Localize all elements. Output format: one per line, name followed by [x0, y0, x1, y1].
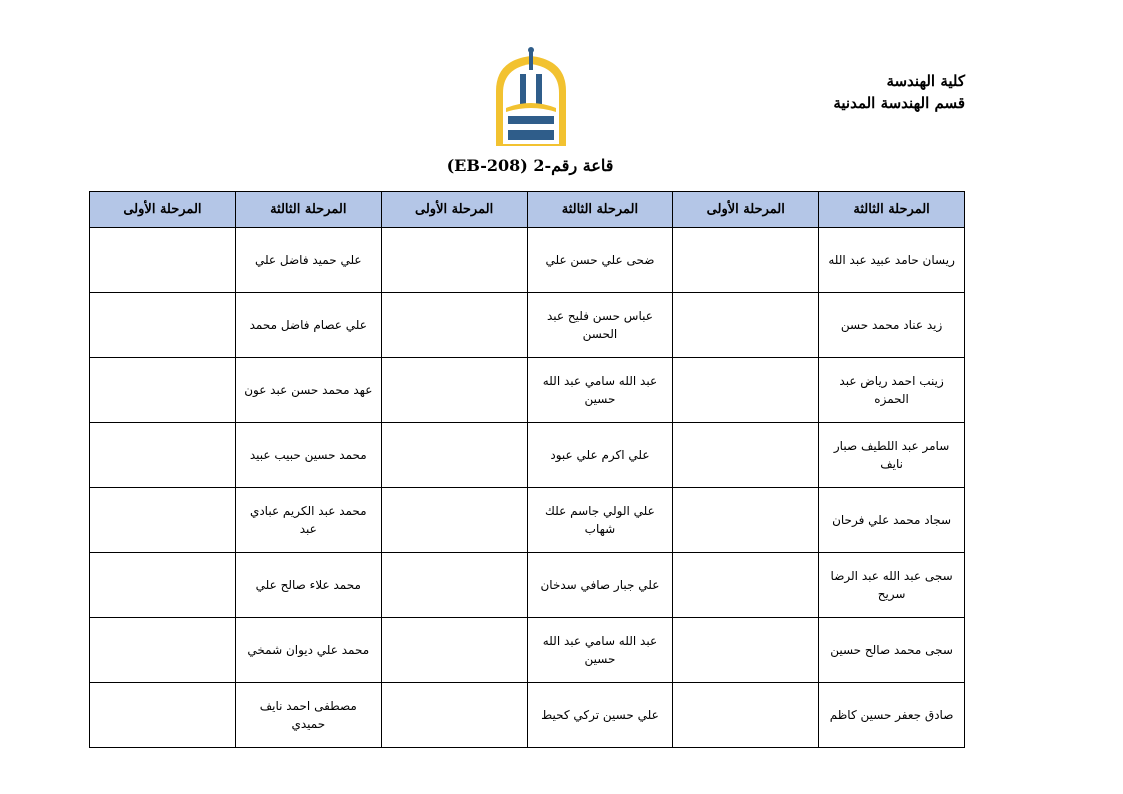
- student-name-cell: محمد حسين حبيب عبيد: [234, 422, 382, 488]
- student-name-cell: [672, 617, 820, 683]
- student-name-cell: علي حميد فاضل علي: [234, 227, 382, 293]
- table-row: سامر عبد اللطيف صبار نايف علي اكرم علي عب…: [89, 422, 965, 488]
- column-header: المرحلة الثالثة: [234, 191, 382, 228]
- student-name-cell: علي جبار صافي سدخان: [526, 552, 674, 618]
- column-header: المرحلة الثالثة: [818, 191, 965, 228]
- table-row: ريسان حامد عبيد عبد الله ضحى علي حسن علي ع…: [89, 227, 965, 293]
- student-name-cell: [380, 357, 528, 423]
- student-name-cell: سجى عبد الله عبد الرضا سريح: [818, 552, 965, 618]
- student-name-cell: زيد عناد محمد حسن: [818, 292, 965, 358]
- student-name-cell: [380, 227, 528, 293]
- student-name-cell: [380, 682, 528, 748]
- student-name-cell: [672, 422, 820, 488]
- hall-title: قاعة رقم-2 (EB-208): [446, 156, 614, 175]
- student-name-cell: علي عصام فاضل محمد: [234, 292, 382, 358]
- student-name-cell: [380, 292, 528, 358]
- student-name-cell: ريسان حامد عبيد عبد الله: [818, 227, 965, 293]
- table-row: سجى عبد الله عبد الرضا سريح علي جبار صافي…: [89, 552, 965, 618]
- student-name-cell: ضحى علي حسن علي: [526, 227, 674, 293]
- student-name-cell: عباس حسن فليح عبد الحسن: [526, 292, 674, 358]
- student-name-cell: [380, 487, 528, 553]
- student-name-cell: محمد عبد الكريم عبادي عبد: [234, 487, 382, 553]
- column-header: المرحلة الثالثة: [526, 191, 674, 228]
- university-logo: [496, 47, 566, 146]
- student-name-cell: عبد الله سامي عبد الله حسين: [526, 617, 674, 683]
- seating-table: المرحلة الثالثة المرحلة الأولى المرحلة الث…: [89, 191, 965, 748]
- student-name-cell: [89, 292, 236, 358]
- column-header: المرحلة الأولى: [672, 191, 820, 228]
- student-name-cell: صادق جعفر حسين كاظم: [818, 682, 965, 748]
- student-name-cell: زينب احمد رياض عبد الحمزه: [818, 357, 965, 423]
- student-name-cell: [89, 682, 236, 748]
- document-header: كلية الهندسة قسم الهندسة المدنية: [833, 70, 965, 114]
- student-name-cell: [672, 682, 820, 748]
- column-header: المرحلة الأولى: [89, 191, 236, 228]
- table-row: زيد عناد محمد حسن عباس حسن فليح عبد الحسن…: [89, 292, 965, 358]
- student-name-cell: مصطفى احمد نايف حميدي: [234, 682, 382, 748]
- student-name-cell: [89, 227, 236, 293]
- student-name-cell: سجاد محمد علي فرحان: [818, 487, 965, 553]
- student-name-cell: محمد علي ديوان شمخي: [234, 617, 382, 683]
- student-name-cell: [672, 487, 820, 553]
- student-name-cell: [380, 422, 528, 488]
- student-name-cell: [380, 552, 528, 618]
- table-header-row: المرحلة الثالثة المرحلة الأولى المرحلة الث…: [89, 191, 965, 228]
- student-name-cell: عهد محمد حسن عبد عون: [234, 357, 382, 423]
- student-name-cell: [89, 357, 236, 423]
- student-name-cell: [672, 227, 820, 293]
- table-row: زينب احمد رياض عبد الحمزه عبد الله سامي ع…: [89, 357, 965, 423]
- student-name-cell: سامر عبد اللطيف صبار نايف: [818, 422, 965, 488]
- student-name-cell: علي الولي جاسم علك شهاب: [526, 487, 674, 553]
- table-row: سجى محمد صالح حسين عبد الله سامي عبد الله…: [89, 617, 965, 683]
- student-name-cell: [672, 292, 820, 358]
- student-name-cell: [380, 617, 528, 683]
- student-name-cell: علي حسين تركي كحيط: [526, 682, 674, 748]
- student-name-cell: سجى محمد صالح حسين: [818, 617, 965, 683]
- student-name-cell: [672, 357, 820, 423]
- student-name-cell: [89, 617, 236, 683]
- student-name-cell: عبد الله سامي عبد الله حسين: [526, 357, 674, 423]
- column-header: المرحلة الأولى: [380, 191, 528, 228]
- student-name-cell: [89, 552, 236, 618]
- department-name: قسم الهندسة المدنية: [833, 94, 965, 112]
- college-name: كلية الهندسة: [886, 72, 965, 90]
- student-name-cell: [672, 552, 820, 618]
- table-row: سجاد محمد علي فرحان علي الولي جاسم علك شه…: [89, 487, 965, 553]
- student-name-cell: [89, 487, 236, 553]
- student-name-cell: [89, 422, 236, 488]
- student-name-cell: محمد علاء صالح علي: [234, 552, 382, 618]
- student-name-cell: علي اكرم علي عبود: [526, 422, 674, 488]
- table-row: صادق جعفر حسين كاظم علي حسين تركي كحيط مصط…: [89, 682, 965, 748]
